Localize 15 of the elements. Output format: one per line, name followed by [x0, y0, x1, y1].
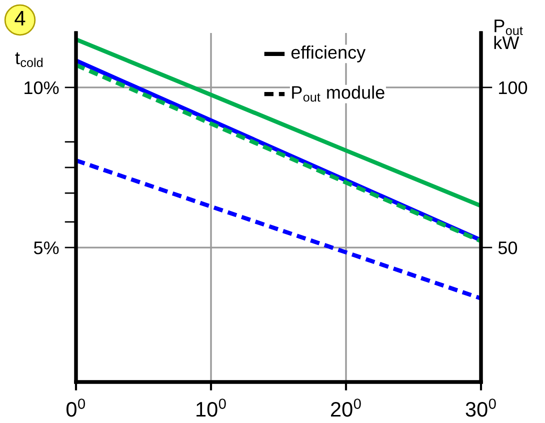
x-tick-label: 10$^{0}$ — [196, 398, 226, 417]
x-tick-label: 20$^{0}$ — [331, 398, 361, 417]
y-tick-label: 10% — [24, 81, 59, 94]
line-series — [76, 37, 481, 208]
annotation: efficiency — [291, 46, 366, 62]
y-axis-title: t$_{cold}$ — [15, 52, 43, 68]
x-tick-label: 0$^{0}$ — [66, 398, 86, 417]
line-series — [76, 158, 481, 301]
y2-tick-label: 50 — [498, 241, 518, 254]
text: 4 — [14, 11, 26, 26]
x-tick-label: 30$^{0}$ — [466, 398, 496, 417]
y2-axis-title: P$_{out}$ kW — [494, 20, 523, 49]
annotation: P$_{out}$ module — [292, 86, 384, 102]
y2-tick-label: 100 — [499, 81, 528, 94]
y-tick-label: 5% — [34, 242, 59, 254]
